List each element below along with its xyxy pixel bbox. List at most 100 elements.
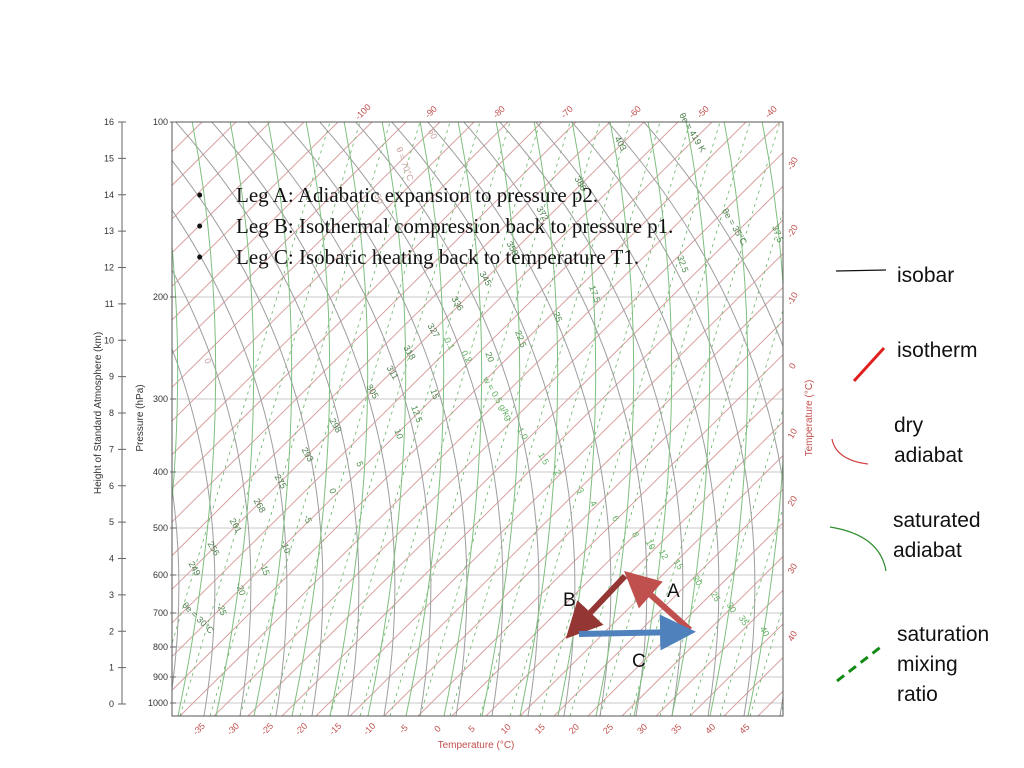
mixing-ratio-line [689, 407, 783, 716]
height-tick-label: 0 [109, 699, 114, 709]
saturated-adiabat-line [367, 122, 407, 716]
top-temp-tick-label: -70 [559, 104, 575, 120]
height-tick-label: 12 [104, 263, 114, 273]
height-tick-label: 1 [109, 663, 114, 673]
leg-a-label: A [667, 581, 680, 602]
saturated-adiabat-line [443, 122, 483, 716]
bullet-leg-b: • Leg B: Isothermal compression back to … [190, 211, 700, 242]
bullet-leg-c: • Leg C: Isobaric heating back to temper… [190, 242, 700, 273]
saturated-adiabat-line [253, 122, 293, 716]
bottom-temp-tick-label: -35 [191, 721, 207, 737]
dry-adiabat-line [175, 122, 360, 716]
dry-adiabat-line [172, 485, 180, 693]
mixing-ratio-sample [836, 644, 883, 683]
dry-adiabat-line [463, 122, 648, 716]
legend-line: dry [894, 414, 924, 437]
bottom-temp-tick-label: -10 [361, 721, 377, 737]
dry-adiabat-line [0, 82, 107, 716]
legend-line: adiabat [894, 444, 963, 467]
process-description: • Leg A: Adiabatic expansion to pressure… [190, 180, 700, 273]
right-temp-tick-label: -20 [785, 223, 800, 239]
sat-adiabat-label: 17.5 [587, 284, 602, 304]
sat-adiabat-label: -5 [302, 513, 314, 524]
sat-adiabat-label: 15 [428, 388, 441, 401]
mixing-ratio-line [329, 122, 511, 716]
pressure-tick-label: 600 [153, 570, 168, 580]
right-temp-tick-label: 30 [786, 562, 800, 576]
bullet-text: Leg B: Isothermal compression back to pr… [236, 214, 674, 238]
bottom-temp-tick-label: -5 [397, 723, 410, 736]
top-temp-tick-label: -50 [695, 104, 711, 120]
isotherm-line [553, 488, 783, 716]
height-tick-label: 2 [109, 626, 114, 636]
right-temp-tick-label: 10 [786, 427, 800, 441]
legend-line: saturation [897, 623, 990, 646]
height-tick-label: 8 [109, 408, 114, 418]
mixing-ratio-line [299, 122, 481, 716]
isotherm-line [519, 454, 783, 716]
dry-adiabat-line [535, 122, 720, 716]
height-tick-label: 15 [104, 153, 114, 163]
isotherm-line [172, 122, 543, 490]
bottom-axis-title: Temperature (°C) [438, 740, 515, 751]
height-tick-label: 10 [104, 335, 114, 345]
faint-label: 50 [372, 193, 385, 206]
bottom-temp-tick-label: 0 [432, 724, 443, 735]
mixing-ratio-line [539, 122, 721, 716]
saturated-adiabat-sample [829, 526, 887, 572]
legend-line: adiabat [893, 539, 962, 562]
pressure-tick-label: 700 [153, 608, 168, 618]
saturated-adiabat-line [595, 122, 635, 716]
bullet-dot: • [196, 214, 204, 238]
bottom-temp-tick-label: 15 [533, 722, 547, 736]
height-tick-label: 11 [105, 299, 114, 309]
height-tick-label: 4 [109, 554, 114, 564]
bottom-temp-tick-label: -30 [225, 721, 241, 737]
mixing-ratio-label: w = 0.5 g/kg [481, 374, 515, 422]
top-temp-tick-label: -90 [423, 104, 439, 120]
saturated-adiabat-line [177, 122, 217, 716]
dry-adiabat-sample [831, 438, 869, 465]
height-tick-label: 16 [104, 117, 114, 127]
faint-label: 0 [202, 357, 213, 365]
isotherm-line [0, 122, 100, 716]
height-tick-label: 13 [104, 226, 114, 236]
theta-e-label: θe = 35°C [720, 207, 749, 247]
dry-adiabat-line [643, 122, 783, 348]
bottom-temp-tick-label: 20 [567, 722, 581, 736]
bottom-temp-tick-label: 35 [669, 722, 683, 736]
mixing-ratio-line [629, 209, 783, 716]
mixing-ratio-line [659, 308, 783, 716]
leg-b-arrow [565, 573, 628, 639]
bottom-temp-tick-label: 30 [635, 722, 649, 736]
sat-adiabat-label: 20 [483, 351, 496, 364]
bottom-temp-tick-label: 25 [601, 722, 615, 736]
mixing-ratio-line [359, 122, 541, 716]
bullet-leg-a: • Leg A: Adiabatic expansion to pressure… [190, 180, 700, 211]
mixing-ratio-label: 0.2 [459, 349, 474, 365]
pressure-axis-title: Pressure (hPa) [135, 384, 146, 451]
mixing-ratio-label: 12 [657, 548, 671, 562]
saturated-adiabat-line [172, 241, 179, 508]
mixing-ratio-line [599, 122, 781, 716]
isotherm-line [621, 555, 783, 716]
saturated-adiabat-line [709, 122, 749, 716]
bullet-dot: • [196, 245, 204, 269]
isotherm-line [172, 122, 305, 254]
leg-c-arrow [578, 614, 696, 651]
dry-adiabat-line [172, 269, 252, 716]
top-temp-tick-label: -80 [491, 104, 507, 120]
sat-adiabat-label: 0 [327, 487, 338, 495]
height-tick-label: 14 [104, 190, 114, 200]
dry-adiabat-line [172, 159, 324, 716]
bottom-temp-tick-label: -20 [293, 721, 309, 737]
legend-isobar-label: isobar [897, 264, 955, 287]
mixing-ratio-label: 1.5 [536, 451, 551, 467]
dry-adiabat-line [0, 82, 143, 716]
leg-c-label: C [632, 651, 646, 672]
dry-adiabat-label: 268 [252, 496, 268, 514]
mixing-ratio-label: 2 [552, 468, 563, 477]
sat-adiabat-label: 5 [354, 460, 365, 468]
legend-samples [829, 269, 887, 683]
sat-adiabat-label: 10 [392, 428, 405, 441]
